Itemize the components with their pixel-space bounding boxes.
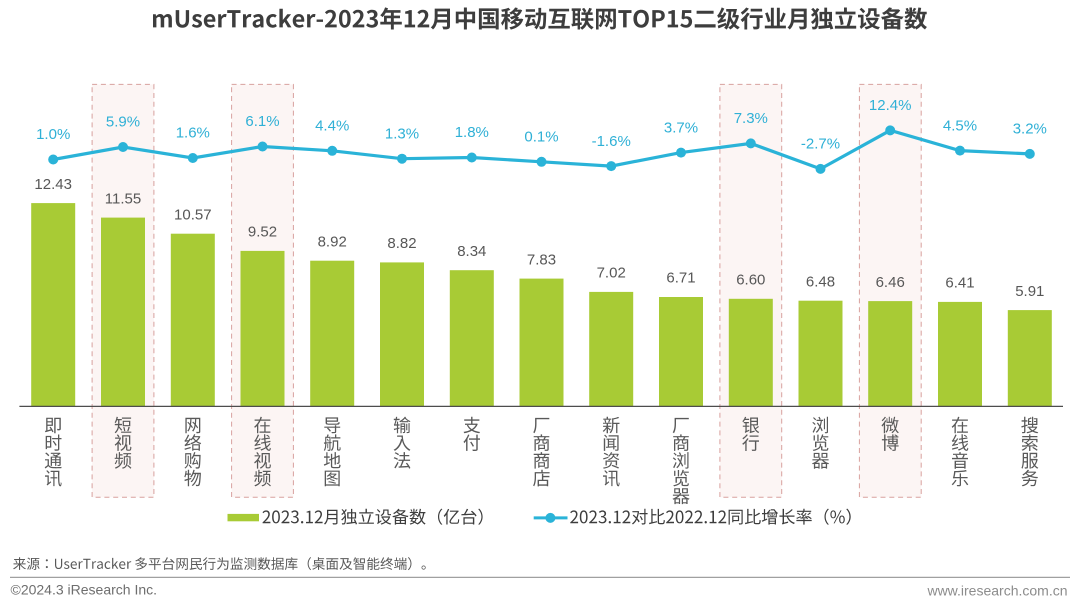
svg-text:8.92: 8.92 [318, 233, 347, 250]
svg-text:1.3%: 1.3% [385, 125, 419, 142]
svg-text:6.71: 6.71 [666, 270, 695, 287]
svg-text:12.43: 12.43 [34, 176, 72, 193]
svg-text:5.91: 5.91 [1015, 283, 1044, 300]
svg-text:0.1%: 0.1% [524, 129, 558, 146]
svg-text:3.7%: 3.7% [664, 119, 698, 136]
svg-text:8.34: 8.34 [457, 243, 486, 260]
svg-text:7.83: 7.83 [527, 251, 556, 268]
svg-text:6.41: 6.41 [945, 275, 974, 292]
svg-text:9.52: 9.52 [248, 224, 277, 241]
svg-text:www.iresearch.com.cn: www.iresearch.com.cn [926, 583, 1067, 599]
svg-text:6.60: 6.60 [736, 272, 765, 289]
svg-text:-1.6%: -1.6% [592, 133, 631, 150]
svg-text:6.46: 6.46 [876, 274, 905, 291]
svg-text:1.6%: 1.6% [176, 125, 210, 142]
svg-text:©2024.3 iResearch Inc.: ©2024.3 iResearch Inc. [11, 581, 158, 597]
svg-text:12.4%: 12.4% [869, 97, 912, 114]
svg-text:7.3%: 7.3% [734, 110, 768, 127]
svg-text:4.5%: 4.5% [943, 117, 977, 134]
svg-text:10.57: 10.57 [174, 206, 212, 223]
svg-text:-2.7%: -2.7% [801, 136, 840, 153]
svg-text:5.9%: 5.9% [106, 114, 140, 131]
svg-text:1.8%: 1.8% [455, 124, 489, 141]
svg-text:8.82: 8.82 [387, 235, 416, 252]
svg-text:3.2%: 3.2% [1013, 121, 1047, 138]
svg-text:11.55: 11.55 [105, 190, 141, 207]
svg-text:7.02: 7.02 [597, 265, 626, 282]
svg-text:6.48: 6.48 [806, 273, 835, 290]
svg-text:6.1%: 6.1% [245, 113, 279, 130]
svg-text:1.0%: 1.0% [36, 126, 70, 143]
svg-text:4.4%: 4.4% [315, 118, 349, 135]
